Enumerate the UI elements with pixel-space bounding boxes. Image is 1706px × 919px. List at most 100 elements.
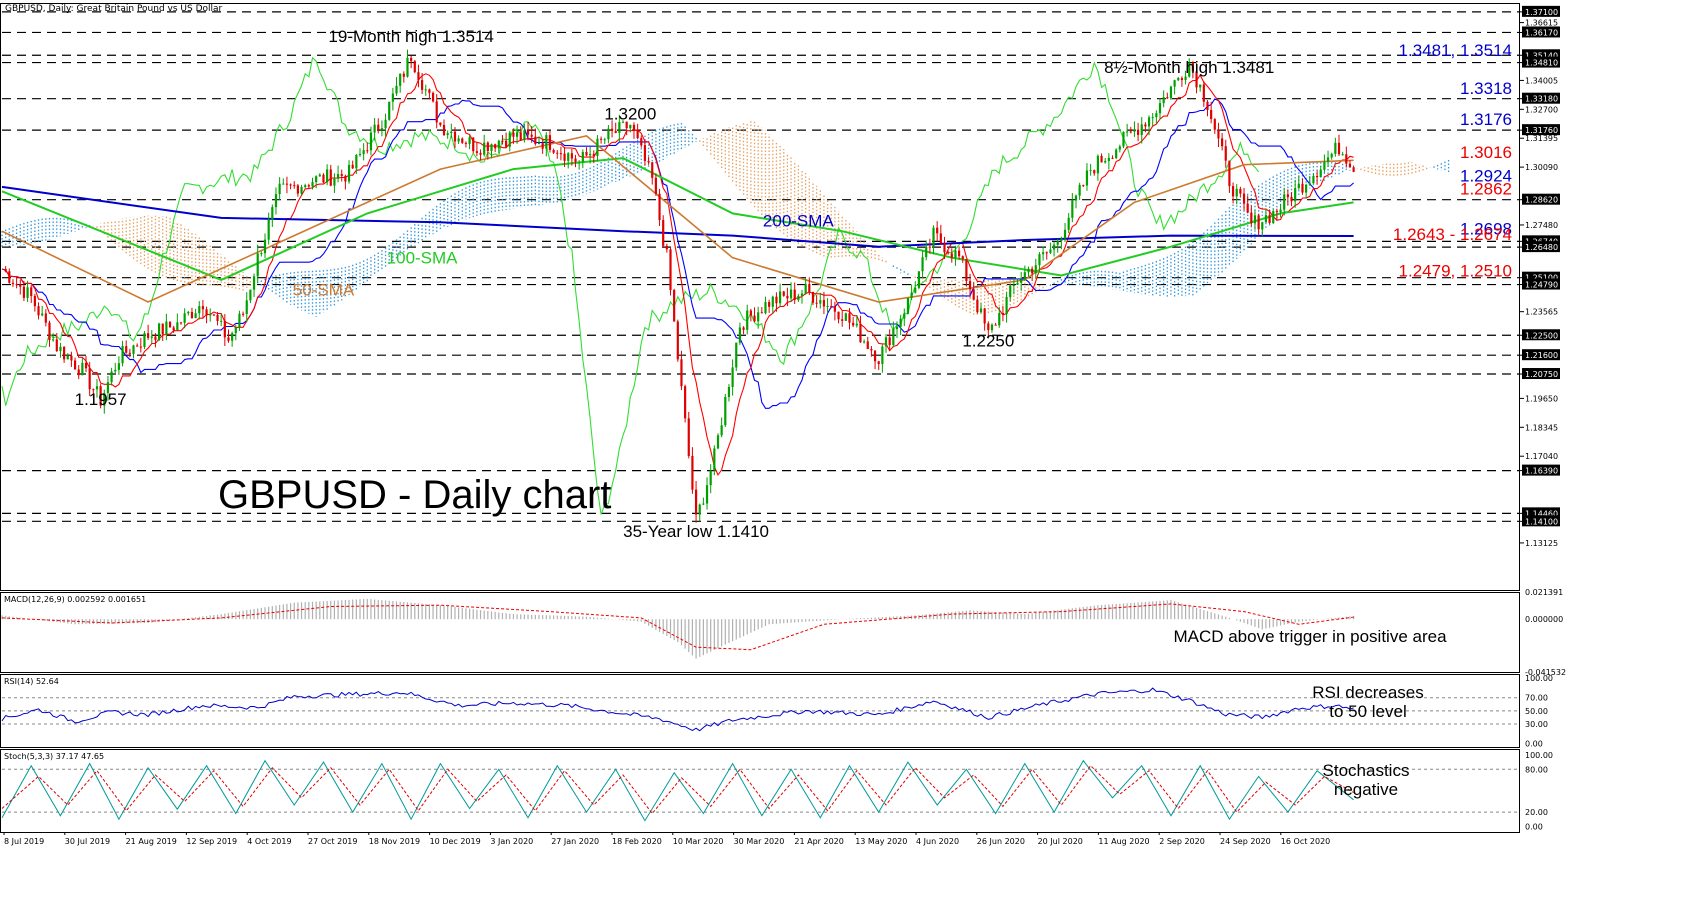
candle-body: [961, 256, 964, 260]
candle-body: [63, 346, 66, 360]
candle-body: [212, 314, 215, 316]
candle-body: [183, 313, 186, 323]
candle-body: [954, 250, 957, 258]
candle-body: [296, 185, 299, 194]
candle-body: [1042, 252, 1045, 255]
candle-body: [1089, 170, 1092, 172]
candle-body: [377, 124, 380, 130]
y-tick-label: 1.37100: [1525, 8, 1558, 17]
candle-body: [198, 306, 201, 314]
candle-body: [1191, 62, 1194, 72]
y-tick-label: 1.27480: [1525, 221, 1558, 230]
candle-body: [921, 257, 924, 272]
stoch-y-tick-label: 0.00: [1525, 822, 1543, 831]
candle-body: [1005, 296, 1008, 315]
candle-body: [1071, 200, 1074, 218]
candle-body: [384, 119, 387, 129]
annotation-label: 19-Month high 1.3514: [328, 27, 493, 46]
candle-body: [486, 142, 489, 151]
candle-body: [749, 310, 752, 316]
candle-body: [1228, 160, 1231, 187]
candle-body: [972, 289, 975, 300]
candle-body: [1308, 183, 1311, 185]
candle-body: [782, 291, 785, 296]
candle-body: [574, 158, 577, 163]
candle-body: [815, 302, 818, 304]
rsi-caption: RSI decreases: [1312, 683, 1424, 702]
candle-body: [596, 138, 599, 156]
candle-body: [1096, 155, 1099, 174]
candle-body: [1235, 188, 1238, 197]
y-tick-label: 1.32700: [1525, 105, 1558, 114]
candle-body: [694, 489, 698, 515]
stoch-caption: Stochastics: [1323, 761, 1410, 780]
candle-body: [497, 140, 500, 149]
candle-body: [1052, 244, 1056, 250]
candle-body: [157, 323, 161, 340]
candle-body: [1334, 142, 1337, 154]
candle-body: [797, 295, 800, 300]
x-tick-label: 27 Oct 2019: [308, 837, 357, 846]
candle-body: [830, 305, 833, 307]
candle-body: [764, 302, 767, 314]
candle-body: [1147, 117, 1151, 127]
tenkan-line: [1, 73, 1354, 477]
candle-body: [939, 233, 942, 244]
candle-body: [859, 323, 862, 343]
candle-body: [84, 362, 88, 369]
candle-body: [33, 296, 36, 307]
candle-body: [168, 321, 172, 328]
x-tick-label: 13 May 2020: [855, 837, 907, 846]
price-levels: [2, 11, 1520, 522]
candle-body: [103, 393, 106, 406]
candle-body: [855, 323, 858, 326]
candle-body: [161, 323, 164, 335]
macd-panel: MACD(12,26,9) 0.002592 0.001651 MACD abov…: [1, 588, 1566, 677]
candle-body: [1045, 252, 1048, 254]
candle-body: [1261, 222, 1264, 230]
candle-body: [11, 282, 15, 285]
rsi-y-tick-label: 100.00: [1525, 674, 1553, 683]
y-tick-box: [1522, 507, 1560, 519]
y-tick-box: [1522, 349, 1560, 361]
candle-body: [873, 350, 877, 362]
candle-body: [355, 155, 358, 169]
candle-body: [556, 152, 559, 154]
candle-body: [395, 85, 398, 94]
candle-body: [768, 302, 771, 307]
candle-body: [727, 387, 731, 397]
sma200-line: [1, 185, 1354, 248]
candle-body: [369, 132, 373, 151]
candle-body: [925, 246, 928, 258]
y-tick-label: 1.33180: [1525, 95, 1558, 104]
candle-body: [844, 313, 847, 321]
candle-body: [932, 227, 935, 248]
x-tick-label: 10 Mar 2020: [673, 837, 724, 846]
candle-body: [716, 435, 720, 449]
candle-body: [1155, 113, 1158, 118]
candle-body: [1111, 157, 1114, 159]
y-tick-label: 1.31395: [1525, 134, 1558, 143]
rsi-y-tick-label: 70.00: [1525, 694, 1548, 703]
y-tick-label: 1.23565: [1525, 308, 1558, 317]
candle-body: [165, 321, 168, 335]
y-tick-box: [1522, 515, 1560, 527]
candle-body: [446, 133, 449, 135]
candle-body: [1133, 129, 1136, 132]
candle-body: [537, 143, 541, 145]
candle-body: [1279, 209, 1282, 213]
candle-body: [179, 322, 183, 324]
candle-body: [903, 313, 906, 319]
candle-body: [99, 386, 102, 406]
x-tick-label: 4 Oct 2019: [247, 837, 291, 846]
candle-body: [662, 220, 665, 246]
candle-body: [1078, 184, 1081, 196]
candlesticks: [4, 49, 1355, 523]
stoch-d-line: [1, 764, 1354, 815]
candle-body: [705, 485, 709, 504]
annotation-label: 1.3200: [604, 104, 656, 123]
macd-y-tick-label: 0.021391: [1525, 588, 1563, 597]
annotation-label: 200-SMA: [763, 212, 835, 231]
